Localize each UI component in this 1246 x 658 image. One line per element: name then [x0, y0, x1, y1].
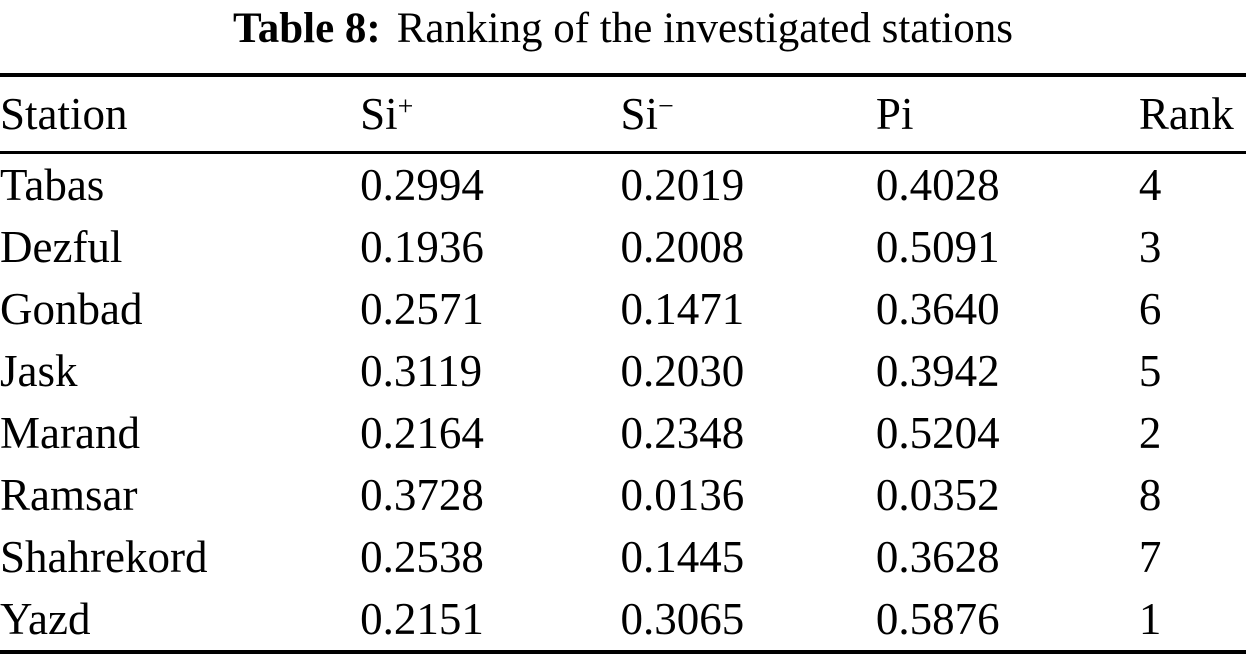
table-caption-label: Table 8:	[233, 5, 381, 52]
table-caption: Table 8: Ranking of the investigated stat…	[0, 0, 1246, 54]
col-header-rank: Rank	[1138, 89, 1234, 139]
cell-si-plus: 0.3728	[360, 470, 484, 520]
cell-pi: 0.3942	[875, 346, 1000, 396]
cell-si-plus: 0.1936	[360, 222, 484, 272]
table-row: Shahrekord 0.2538 0.1445 0.3628 7	[0, 526, 1246, 588]
cell-rank: 5	[1138, 346, 1162, 396]
cell-si-minus: 0.2030	[620, 346, 745, 396]
cell-si-minus: 0.2008	[620, 222, 745, 272]
cell-rank: 6	[1138, 284, 1162, 334]
cell-station: Jask	[0, 346, 78, 396]
cell-station: Dezful	[0, 222, 123, 272]
cell-si-plus: 0.2571	[360, 284, 484, 334]
cell-si-plus: 0.2994	[360, 160, 484, 210]
cell-si-minus: 0.1471	[620, 284, 745, 334]
cell-station: Ramsar	[0, 470, 138, 520]
cell-pi: 0.3640	[875, 284, 1000, 334]
cell-si-plus: 0.3119	[360, 346, 483, 396]
table-row: Jask 0.3119 0.2030 0.3942 5	[0, 340, 1246, 402]
cell-si-minus: 0.3065	[620, 594, 745, 644]
table-row: Dezful 0.1936 0.2008 0.5091 3	[0, 216, 1246, 278]
cell-pi: 0.5204	[875, 408, 1000, 458]
minus-superscript: −	[658, 91, 674, 122]
cell-rank: 4	[1138, 160, 1162, 210]
col-header-station: Station	[0, 89, 128, 139]
cell-rank: 7	[1138, 532, 1162, 582]
cell-si-minus: 0.2019	[620, 160, 745, 210]
cell-si-minus: 0.2348	[620, 408, 745, 458]
table-row: Ramsar 0.3728 0.0136 0.0352 8	[0, 464, 1246, 526]
cell-rank: 8	[1138, 470, 1162, 520]
cell-pi: 0.5876	[875, 594, 1000, 644]
cell-station: Marand	[0, 408, 140, 458]
table-row: Tabas 0.2994 0.2019 0.4028 4	[0, 153, 1246, 217]
col-header-pi: Pi	[875, 89, 914, 139]
cell-station: Shahrekord	[0, 532, 208, 582]
plus-superscript: +	[397, 91, 414, 122]
cell-rank: 2	[1138, 408, 1162, 458]
cell-station: Tabas	[0, 160, 105, 210]
cell-station: Gonbad	[0, 284, 143, 334]
cell-rank: 3	[1138, 222, 1162, 272]
cell-rank: 1	[1138, 594, 1162, 644]
table-row: Marand 0.2164 0.2348 0.5204 2	[0, 402, 1246, 464]
cell-pi: 0.5091	[875, 222, 1000, 272]
cell-station: Yazd	[0, 594, 91, 644]
table-caption-text: Ranking of the investigated stations	[396, 5, 1013, 52]
col-header-si-minus: Si−	[620, 89, 674, 139]
cell-si-minus: 0.0136	[620, 470, 745, 520]
ranking-table: Station Si+ Si− Pi Rank Tabas 0.2994 0.2…	[0, 73, 1246, 654]
cell-si-plus: 0.2538	[360, 532, 484, 582]
cell-pi: 0.0352	[875, 470, 1000, 520]
col-header-si-plus: Si+	[360, 89, 414, 139]
cell-pi: 0.4028	[875, 160, 1000, 210]
cell-si-plus: 0.2151	[360, 594, 484, 644]
cell-si-minus: 0.1445	[620, 532, 745, 582]
cell-pi: 0.3628	[875, 532, 1000, 582]
table-row: Yazd 0.2151 0.3065 0.5876 1	[0, 588, 1246, 652]
cell-si-plus: 0.2164	[360, 408, 484, 458]
table-row: Gonbad 0.2571 0.1471 0.3640 6	[0, 278, 1246, 340]
header-row: Station Si+ Si− Pi Rank	[0, 75, 1246, 153]
